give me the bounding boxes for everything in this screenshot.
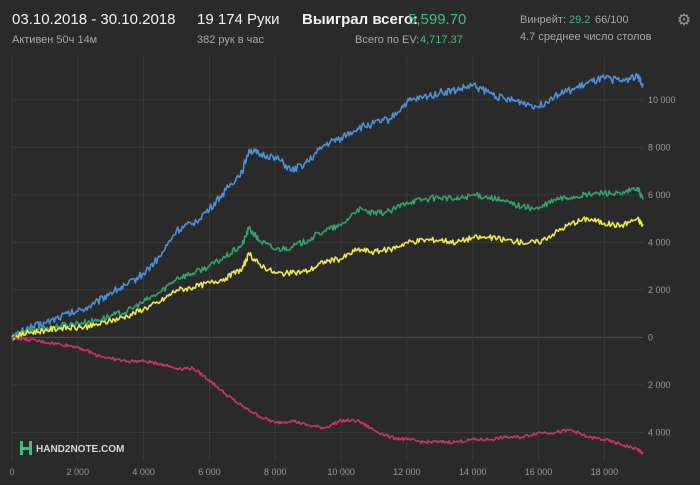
chart-series [11, 72, 644, 455]
y-tick-label: 4 000 [648, 237, 671, 247]
x-tick-label: 16 000 [525, 467, 553, 477]
y-tick-label: 4 000 [648, 427, 671, 437]
x-tick-label: 6 000 [198, 467, 221, 477]
winrate-extra: 66/100 [595, 14, 629, 26]
series-line-2 [11, 216, 644, 340]
won-value: 5,599.70 [408, 11, 467, 28]
y-tick-label: 0 [648, 332, 653, 342]
series-line-3 [12, 335, 644, 455]
hands-count: 19 174 Руки [197, 11, 280, 28]
hands-per-hour: 382 рук в час [197, 34, 265, 46]
x-tick-label: 4 000 [132, 467, 155, 477]
tables-average: 4.7 среднее число столов [520, 31, 652, 43]
logo-text: HAND2NOTE.COM [36, 444, 124, 455]
y-tick-label: 6 000 [648, 190, 671, 200]
y-tick-label: 2 000 [648, 380, 671, 390]
series-line-1 [11, 186, 644, 339]
x-tick-label: 8 000 [264, 467, 287, 477]
gear-icon[interactable]: ⚙ [676, 12, 692, 29]
x-tick-label: 10 000 [327, 467, 355, 477]
x-tick-label: 14 000 [459, 467, 487, 477]
x-tick-label: 12 000 [393, 467, 421, 477]
ev-label: Всего по EV: [355, 34, 420, 46]
stats-header: 03.10.2018 - 30.10.2018 Активен 50ч 14м … [0, 0, 700, 55]
x-tick-label: 0 [9, 467, 14, 477]
ev-value: 4,717.37 [420, 34, 463, 46]
x-tick-label: 18 000 [591, 467, 619, 477]
winrate-label: Винрейт: [520, 14, 567, 26]
x-axis-ticks: 0 2 000 4 000 6 000 8 000 10 000 12 000 14 000 1… [9, 467, 618, 477]
won-label: Выиграл всего: [302, 11, 419, 28]
active-time: Активен 50ч 14м [12, 34, 98, 46]
date-range: 03.10.2018 - 30.10.2018 [12, 11, 176, 28]
y-tick-label: 2 000 [648, 285, 671, 295]
x-tick-label: 2 000 [67, 467, 90, 477]
winrate-value: 29.2 [569, 14, 591, 26]
chart-grid [11, 57, 643, 461]
hand2note-logo: HAND2NOTE.COM [20, 441, 124, 455]
y-tick-label: 10 000 [648, 95, 676, 105]
h-icon [20, 441, 32, 455]
y-tick-label: 8 000 [648, 142, 671, 152]
y-axis-ticks: 4 000 2 000 0 2 000 4 000 6 000 8 000 10 000 [648, 95, 676, 438]
series-line-0 [11, 72, 644, 341]
